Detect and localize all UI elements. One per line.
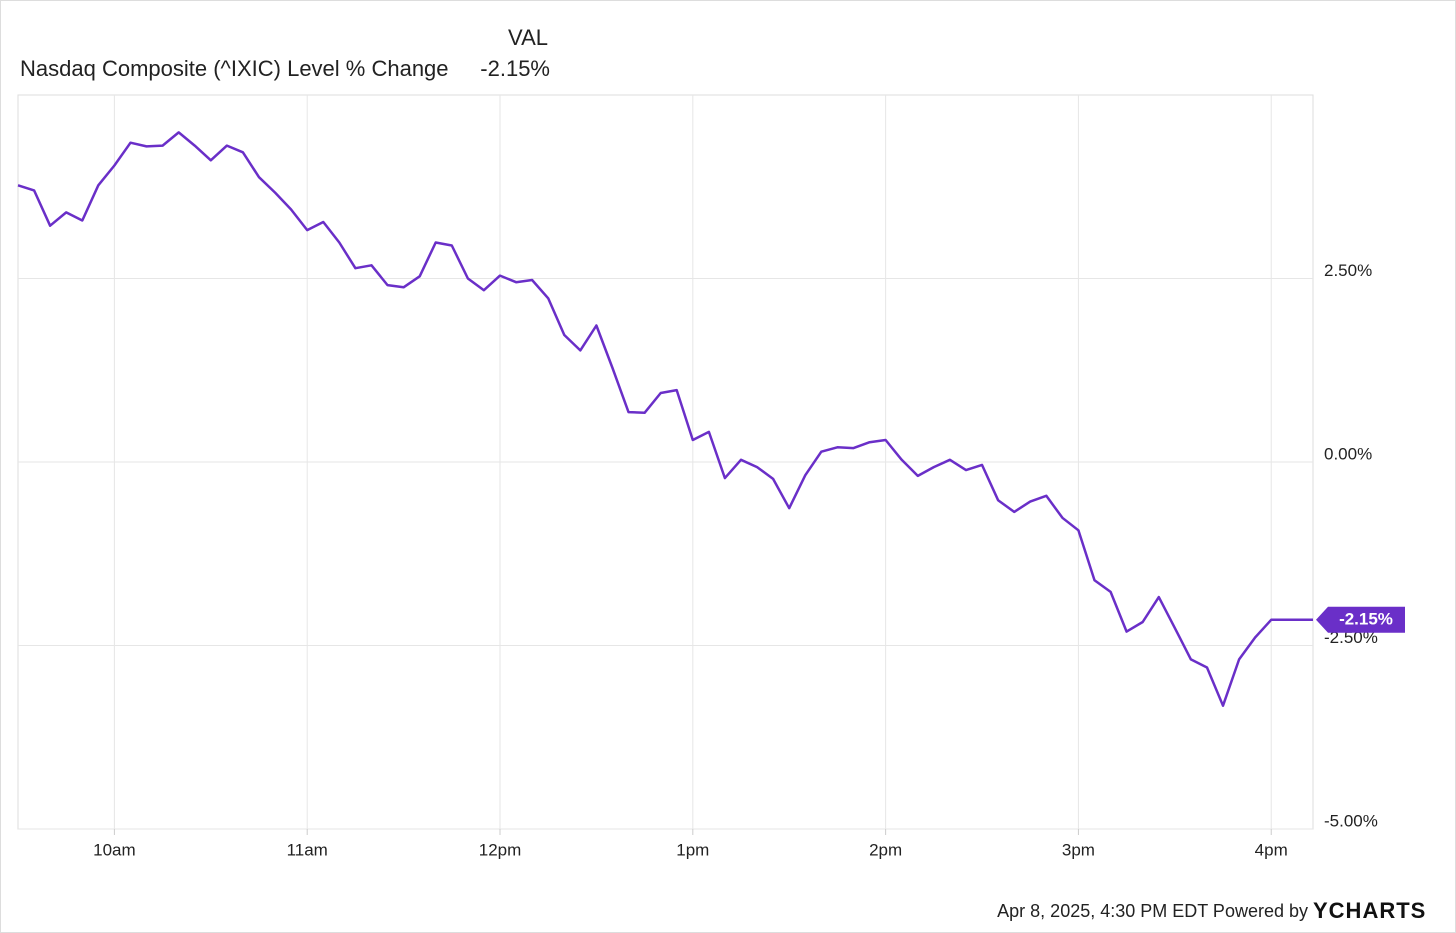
y-tick-label: 0.00% xyxy=(1324,444,1372,463)
x-tick-label: 2pm xyxy=(869,840,902,859)
x-tick-label: 12pm xyxy=(479,840,522,859)
x-tick-label: 10am xyxy=(93,840,136,859)
end-tag-label: -2.15% xyxy=(1339,609,1393,628)
x-tick-label: 1pm xyxy=(676,840,709,859)
y-tick-label: 2.50% xyxy=(1324,261,1372,280)
x-tick-label: 11am xyxy=(287,840,328,859)
brand: YCHARTS xyxy=(1313,898,1426,923)
chart-title: Nasdaq Composite (^IXIC) Level % Change xyxy=(20,56,449,81)
legend-header: VAL xyxy=(508,25,548,50)
line xyxy=(17,131,1313,707)
end-tag xyxy=(1316,606,1405,633)
y-tick-label: -5.00% xyxy=(1324,811,1378,830)
x-tick-label: 4pm xyxy=(1255,840,1288,859)
legend-value: -2.15% xyxy=(480,56,550,81)
footer: Apr 8, 2025, 4:30 PM EDT Powered by xyxy=(997,901,1308,921)
x-tick-label: 3pm xyxy=(1062,840,1095,859)
